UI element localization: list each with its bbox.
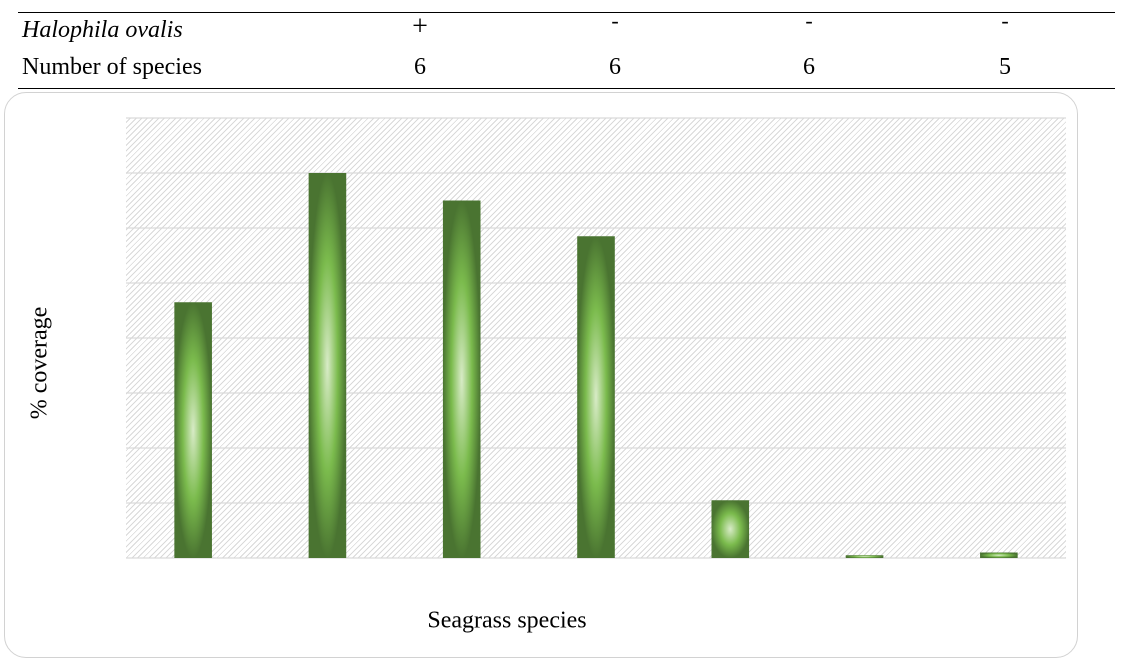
table-row-halophila-ovalis: Halophila ovalis + - - - bbox=[0, 8, 1125, 46]
count-cell: 5 bbox=[999, 54, 1011, 80]
presence-cell: + bbox=[412, 11, 428, 42]
count-cell: 6 bbox=[414, 54, 426, 80]
x-axis-label: Seagrass species bbox=[427, 607, 587, 634]
bar-chart bbox=[126, 117, 1066, 559]
row-label: Halophila ovalis bbox=[22, 17, 183, 43]
bars bbox=[174, 173, 1018, 558]
row-label: Number of species bbox=[22, 54, 202, 80]
bar bbox=[711, 500, 750, 558]
bar bbox=[577, 236, 615, 558]
bar bbox=[845, 555, 884, 558]
absence-cell: - bbox=[805, 8, 813, 33]
table-top-rule bbox=[18, 12, 1115, 13]
y-axis-label: % coverage bbox=[26, 306, 53, 420]
count-cell: 6 bbox=[609, 54, 621, 80]
table-bottom-rule bbox=[18, 88, 1115, 89]
count-cell: 6 bbox=[803, 54, 815, 80]
species-table: Halophila ovalis + - - - Number of speci… bbox=[0, 0, 1125, 90]
absence-cell: - bbox=[611, 8, 619, 33]
absence-cell: - bbox=[1001, 8, 1009, 33]
bar bbox=[980, 552, 1018, 558]
bar bbox=[308, 173, 347, 558]
bar bbox=[442, 200, 481, 558]
table-row-number-of-species: Number of species 6 6 6 5 bbox=[0, 51, 1125, 83]
bar bbox=[174, 302, 212, 558]
